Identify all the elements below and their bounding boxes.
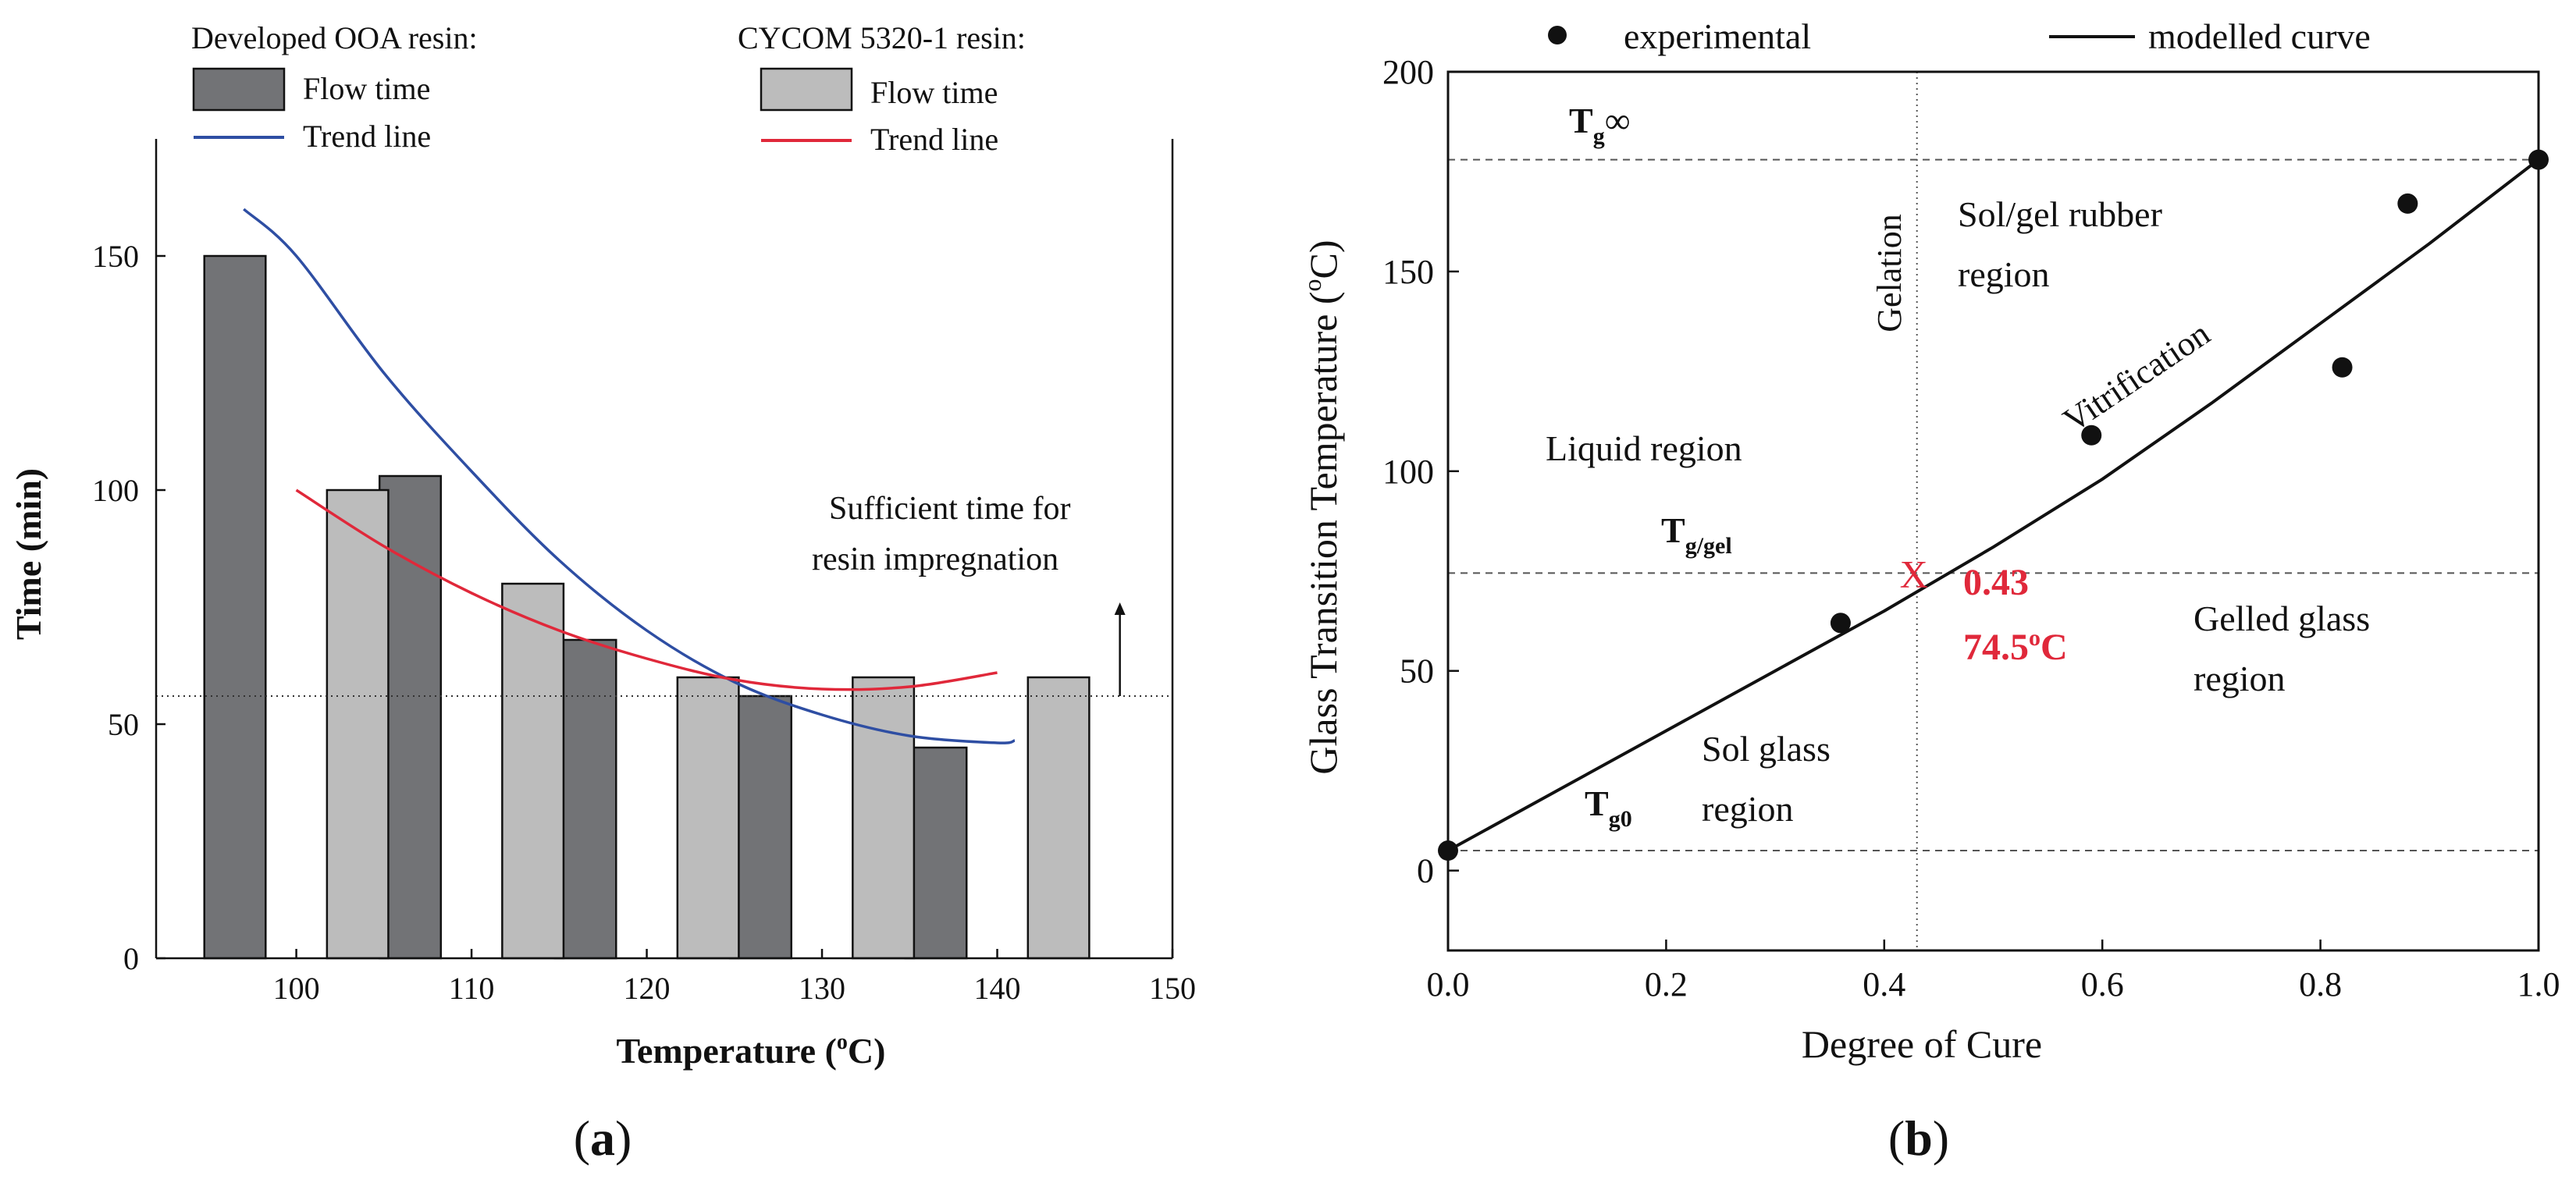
ooa-trend-line: [243, 208, 1016, 744]
cycom-flow-time-bar: [501, 582, 565, 960]
legend-group1-title: Developed OOA resin:: [191, 20, 478, 55]
legend-cycom-trend-label: Trend line: [870, 122, 998, 157]
panel-b-x-tick-label: 0.2: [1645, 965, 1688, 1004]
panel-a-x-tick-label: 100: [273, 971, 320, 1006]
panel-b-gel-point-labels: 0.43 74.5oC: [1963, 562, 2068, 668]
legend-ooa-bar-label: Flow time: [303, 71, 430, 106]
panel-b-frame: [1446, 70, 2540, 952]
panel-b-legend: experimental modelled curve: [1548, 16, 2371, 56]
cycom-flow-time-bar: [852, 676, 916, 960]
panel-b-reference-lines: [1448, 72, 2539, 950]
cycom-flow-time-bar: [326, 488, 390, 960]
legend-ooa-bar-swatch: [192, 67, 286, 112]
annotation-line2: resin impregnation: [812, 542, 1059, 577]
panel-b-ylabel: Glass Transition Temperature (oC): [1298, 240, 1345, 774]
label-gelation: Gelation: [1870, 214, 1909, 332]
panel-a-ylabel: Time (min): [9, 468, 48, 640]
panel-a-caption: (a): [574, 1110, 632, 1166]
panel-b-x-tick-label: 0.0: [1427, 965, 1470, 1004]
panel-a-x-tick-label: 120: [624, 971, 671, 1006]
legend-experimental-label: experimental: [1624, 16, 1811, 56]
panel-a-y-tick-label: 50: [108, 707, 139, 742]
panel-b-y-tick-label: 150: [1382, 253, 1434, 291]
panel-b-x-tick-label: 1.0: [2517, 965, 2560, 1004]
ooa-flow-time-bar: [203, 254, 267, 960]
annotation-arrow-head: [1114, 602, 1126, 615]
panel-a-x-tick-label: 150: [1149, 971, 1196, 1006]
panel-a-y-tick-label: 0: [123, 941, 139, 976]
label-sol-gel-rubber-2: region: [1958, 254, 2050, 294]
experimental-point: [1830, 613, 1851, 634]
panel-b-x-tick-label: 0.8: [2299, 965, 2342, 1004]
experimental-point: [2397, 193, 2418, 214]
panel-b-region-labels: Tg∞ Tg/gel Tg0 Gelation Vitrification So…: [1546, 101, 2370, 832]
panel-b-axes: 0.0 0.2 0.4 0.6 0.8 1.0 0 50 100 150 200: [1382, 53, 2560, 1004]
legend-group2-title: CYCOM 5320-1 resin:: [738, 20, 1026, 55]
panel-b-y-tick-label: 200: [1382, 53, 1434, 91]
gel-point-y-label: 74.5oC: [1963, 625, 2068, 668]
label-tg-gel: Tg/gel: [1661, 510, 1732, 559]
gel-point-x-label: 0.43: [1963, 562, 2029, 603]
label-sol-glass-2: region: [1702, 789, 1794, 829]
panel-b-chart: experimental modelled curve X 0.0 0.2 0.4 0…: [1298, 16, 2560, 1166]
legend-cycom-bar-swatch: [760, 67, 853, 112]
legend-cycom-bar-label: Flow time: [870, 75, 998, 110]
panel-a-legend: Developed OOA resin: Flow time Trend lin…: [191, 20, 1026, 157]
modelled-curve-line: [1447, 158, 2540, 852]
panel-b-x-tick-label: 0.6: [2081, 965, 2124, 1004]
panel-b-y-tick-label: 50: [1400, 652, 1434, 691]
panel-b-y-tick-label: 0: [1417, 852, 1434, 890]
panel-a-chart: Developed OOA resin: Flow time Trend lin…: [9, 20, 1196, 1166]
experimental-point: [2332, 357, 2353, 378]
panel-a-x-tick-label: 140: [974, 971, 1021, 1006]
legend-experimental-marker: [1548, 26, 1567, 44]
panel-a-x-tick-label: 130: [799, 971, 845, 1006]
label-tg0: Tg0: [1585, 783, 1632, 832]
cycom-flow-time-bar: [1026, 676, 1091, 960]
annotation-line1: Sufficient time for: [829, 491, 1070, 527]
label-vitrification: Vitrification: [2056, 314, 2217, 440]
legend-modelled-label: modelled curve: [2148, 16, 2371, 56]
cycom-flow-time-bar: [676, 676, 740, 960]
panel-b-caption: (b): [1888, 1110, 1949, 1166]
panel-a-y-tick-label: 100: [92, 473, 139, 508]
panel-b-x-tick-label: 0.4: [1863, 965, 1905, 1004]
label-tg-inf: Tg∞: [1569, 101, 1630, 149]
label-gelled-glass-1: Gelled glass: [2194, 599, 2370, 638]
gel-point-marker: X: [1900, 552, 1928, 595]
panel-a-xlabel: Temperature (oC): [617, 1030, 886, 1071]
legend-ooa-trend-label: Trend line: [303, 119, 431, 154]
cycom-trend-line: [295, 488, 998, 691]
panel-a-trend-lines: [156, 208, 1172, 744]
panel-a-axes: 100 110 120 130 140 150 0 50 100 150: [92, 139, 1196, 1006]
panel-a-x-tick-label: 110: [449, 971, 495, 1006]
label-gelled-glass-2: region: [2194, 659, 2286, 698]
label-sol-glass-1: Sol glass: [1702, 729, 1831, 769]
experimental-point: [2081, 425, 2102, 446]
panel-a-y-tick-label: 150: [92, 239, 139, 274]
panel-a-bars: [203, 254, 1091, 960]
label-liquid: Liquid region: [1546, 428, 1742, 468]
panel-a-annotation: Sufficient time for resin impregnation: [812, 491, 1070, 577]
panel-b-y-tick-label: 100: [1382, 453, 1434, 491]
panel-b-xlabel: Degree of Cure: [1802, 1022, 2042, 1066]
label-sol-gel-rubber-1: Sol/gel rubber: [1958, 194, 2162, 234]
